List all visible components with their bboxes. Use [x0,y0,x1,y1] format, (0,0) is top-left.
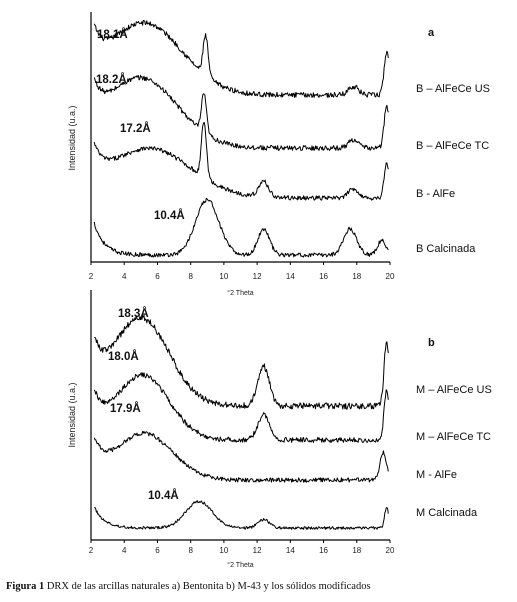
panel-b-chart: 2 4 6 8 10 12 14 16 18 20 °2 Theta Intensidad (u.a.… [67,290,492,569]
x-tick-label: 18 [352,546,361,555]
panel-letter: a [428,27,435,39]
x-tick-label: 12 [253,546,262,555]
x-tick-label: 2 [89,546,94,555]
x-tick-label: 14 [286,272,295,281]
peak-annotation: 18.2Å [96,73,127,86]
x-tick-label: 12 [253,272,262,281]
series-line [94,314,389,410]
caption-text: DRX de las arcillas naturales a) Bentoni… [46,581,371,592]
series-label: M – AlFeCe TC [416,431,491,443]
x-axis-title: °2 Theta [227,289,254,297]
x-tick-label: 8 [188,546,193,555]
x-tick-label: 10 [219,272,228,281]
series-label: M – AlFeCe US [416,384,492,396]
series-line [93,121,389,201]
x-tick-label: 20 [386,546,395,555]
peak-annotation: 18.3Å [118,307,149,320]
x-tick-label: 2 [89,272,94,281]
series-line [93,197,389,258]
peak-annotation: 18.1Å [97,28,128,41]
peak-annotation: 18.0Å [108,350,139,363]
series-label: B – AlFeCe US [416,83,490,95]
x-tick-label: 8 [188,272,193,281]
series-label: M - AlFe [416,469,457,481]
y-axis-title: Intensidad (u.a.) [67,382,77,447]
series-label: B Calcinada [416,243,476,255]
series-line [93,20,389,98]
peak-annotation: 17.9Å [110,402,141,415]
x-tick-label: 4 [122,272,127,281]
panel-a-chart: 2 4 6 8 10 12 14 16 18 20 °2 Theta Intensidad (u.a.… [67,12,490,297]
caption-label: Figura 1 [6,581,45,592]
series-line [93,372,389,443]
x-tick-label: 18 [352,272,361,281]
x-tick-label: 20 [386,272,395,281]
series-line [93,430,389,483]
peak-annotation: 10.4Å [148,489,179,502]
x-tick-label: 4 [122,546,127,555]
x-tick-label: 10 [219,546,228,555]
x-tick-label: 6 [155,546,160,555]
x-tick-label: 16 [319,546,328,555]
peak-annotation: 17.2Å [120,122,151,135]
y-axis-title: Intensidad (u.a.) [67,105,77,170]
panel-letter: b [428,337,435,349]
series-label: M Calcinada [416,507,478,519]
x-tick-label: 14 [286,546,295,555]
series-line [93,74,389,151]
series-label: B – AlFeCe TC [416,140,489,152]
figure-caption: Figura 1 DRX de las arcillas naturales a… [6,581,511,592]
x-tick-label: 6 [155,272,160,281]
x-axis-title: °2 Theta [227,561,254,569]
x-tick-label: 16 [319,272,328,281]
series-line [94,500,389,530]
series-label: B - AlFe [416,188,455,200]
peak-annotation: 10.4Å [154,209,185,222]
